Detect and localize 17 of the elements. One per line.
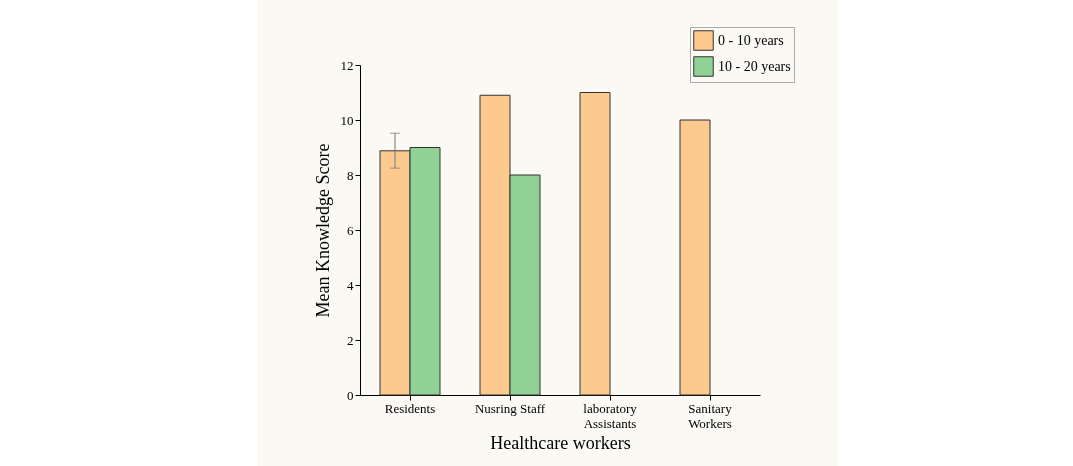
bar <box>579 92 611 396</box>
bar <box>679 119 711 396</box>
legend-label: 10 - 20 years <box>718 58 791 74</box>
x-tick-label: Residents <box>384 400 436 416</box>
legend-label: 0 - 10 years <box>718 32 784 48</box>
y-tick-label: 0 <box>347 387 354 403</box>
y-tick-label: 12 <box>340 57 354 73</box>
y-axis-title: Mean Knowledge Score <box>312 143 333 318</box>
y-tick-label: 2 <box>347 332 354 348</box>
y-tick-label: 6 <box>347 222 354 238</box>
x-tick-label: Nusring Staff <box>474 400 546 416</box>
y-tick-label: 10 <box>340 112 354 128</box>
y-tick-label: 8 <box>347 167 354 183</box>
y-tick-label: 4 <box>347 277 354 293</box>
x-axis-title: Healthcare workers <box>490 432 631 453</box>
x-tick-label: laboratory Assistants <box>583 400 638 431</box>
x-tick-label: Sanitary Workers <box>688 400 733 431</box>
